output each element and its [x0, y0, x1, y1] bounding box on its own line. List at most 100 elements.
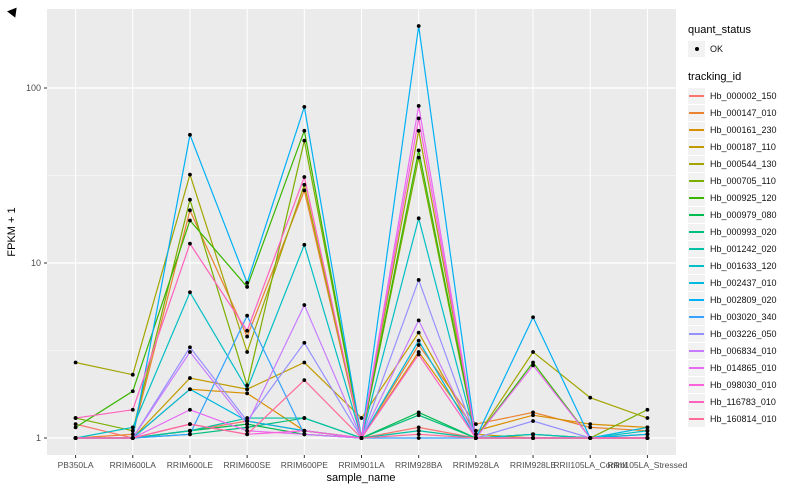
x-tick-label: RRIM600LE — [167, 460, 214, 470]
data-point — [473, 436, 478, 440]
legend-item-label: Hb_000925_120 — [710, 193, 777, 203]
line-key-icon — [688, 258, 705, 274]
legend-item-Hb_000925_120: Hb_000925_120 — [688, 190, 798, 206]
data-point — [245, 383, 250, 388]
line-key-icon — [688, 360, 705, 376]
data-point — [245, 432, 250, 437]
data-point — [188, 422, 192, 427]
line-key-icon — [688, 190, 705, 206]
data-point — [245, 416, 250, 420]
data-point — [531, 419, 535, 423]
legend-item-ok: OK — [688, 41, 798, 57]
data-point — [130, 372, 135, 377]
data-point — [531, 436, 535, 440]
data-point — [416, 338, 421, 343]
data-point — [73, 360, 78, 365]
data-point — [588, 425, 593, 430]
x-axis-title: sample_name — [326, 472, 395, 484]
data-point — [416, 148, 421, 153]
y-tick-label: 100 — [26, 83, 41, 93]
line-key-icon — [688, 394, 705, 410]
x-tick-label: RRIM928LE — [510, 460, 557, 470]
legend-item-label: Hb_098030_010 — [710, 380, 777, 390]
legend-item-Hb_002437_010: Hb_002437_010 — [688, 275, 798, 291]
legend-item-label: Hb_001242_020 — [710, 244, 777, 254]
data-point — [302, 340, 307, 345]
data-point — [302, 360, 307, 365]
line-key-icon — [688, 377, 705, 393]
data-point — [188, 376, 192, 380]
data-point — [416, 436, 421, 440]
data-point — [416, 128, 421, 133]
data-point — [416, 413, 421, 418]
data-point — [188, 432, 192, 437]
data-point — [188, 428, 192, 433]
data-point — [130, 436, 135, 440]
data-point — [416, 432, 421, 437]
y-tick-label: 1 — [36, 433, 41, 443]
legend-item-Hb_000002_150: Hb_000002_150 — [688, 88, 798, 104]
data-point — [302, 175, 307, 179]
data-point — [130, 425, 135, 430]
line-key-icon — [688, 275, 705, 291]
line-key-icon — [688, 326, 705, 342]
data-point — [473, 428, 478, 433]
data-point — [130, 389, 135, 394]
legend-item-label: Hb_000993_020 — [710, 227, 777, 237]
data-point — [416, 428, 421, 433]
data-point — [245, 391, 250, 396]
legend-item-label: Hb_014865_010 — [710, 363, 777, 373]
legend-item-label: Hb_003020_340 — [710, 312, 777, 322]
legend-item-Hb_014865_010: Hb_014865_010 — [688, 360, 798, 376]
line-key-icon — [688, 343, 705, 359]
data-point — [245, 334, 250, 339]
legend-item-label: Hb_000002_150 — [710, 91, 777, 101]
data-point — [645, 416, 650, 420]
legend-item-Hb_001633_120: Hb_001633_120 — [688, 258, 798, 274]
line-key-icon — [688, 122, 705, 138]
line-key-icon — [688, 207, 705, 223]
x-tick-label: RRIM600SE — [224, 460, 272, 470]
data-point — [645, 432, 650, 437]
legend-item-Hb_098030_010: Hb_098030_010 — [688, 377, 798, 393]
line-key-icon — [688, 411, 705, 427]
data-point — [588, 436, 593, 440]
data-point — [416, 343, 421, 347]
legend-item-label: Hb_002437_010 — [710, 278, 777, 288]
legend-item-ok-label: OK — [710, 44, 724, 54]
ok-point-key-icon — [688, 41, 705, 57]
data-point — [588, 422, 593, 427]
legend-item-Hb_000161_230: Hb_000161_230 — [688, 122, 798, 138]
data-point — [302, 104, 307, 109]
legend-item-Hb_006834_010: Hb_006834_010 — [688, 343, 798, 359]
x-tick-label: RRIM600PE — [281, 460, 329, 470]
data-point — [645, 425, 650, 430]
data-point — [73, 436, 78, 440]
legend-item-label: Hb_006834_010 — [710, 346, 777, 356]
data-point — [245, 419, 250, 423]
line-key-icon — [688, 88, 705, 104]
legend-item-Hb_003020_340: Hb_003020_340 — [688, 309, 798, 325]
line-key-icon — [688, 156, 705, 172]
data-point — [531, 350, 535, 354]
legend-item-label: Hb_116783_010 — [710, 397, 776, 407]
data-point — [416, 278, 421, 282]
data-point — [302, 428, 307, 433]
data-point — [302, 432, 307, 437]
legend-item-Hb_000705_110: Hb_000705_110 — [688, 173, 798, 189]
legend-item-label: Hb_000187_110 — [710, 142, 776, 152]
legend-title-tracking-id: tracking_id — [688, 71, 742, 83]
data-point — [531, 315, 535, 320]
x-tick-label: RRIM600LA — [110, 460, 157, 470]
data-point — [416, 425, 421, 430]
data-point — [245, 313, 250, 318]
legend-item-Hb_116783_010: Hb_116783_010 — [688, 394, 798, 410]
data-point — [302, 188, 307, 193]
data-point — [473, 432, 478, 437]
data-point — [188, 387, 192, 392]
legend-item-label: Hb_003226_050 — [710, 329, 777, 339]
data-point — [245, 387, 250, 392]
data-point — [188, 208, 192, 213]
data-point — [645, 407, 650, 412]
